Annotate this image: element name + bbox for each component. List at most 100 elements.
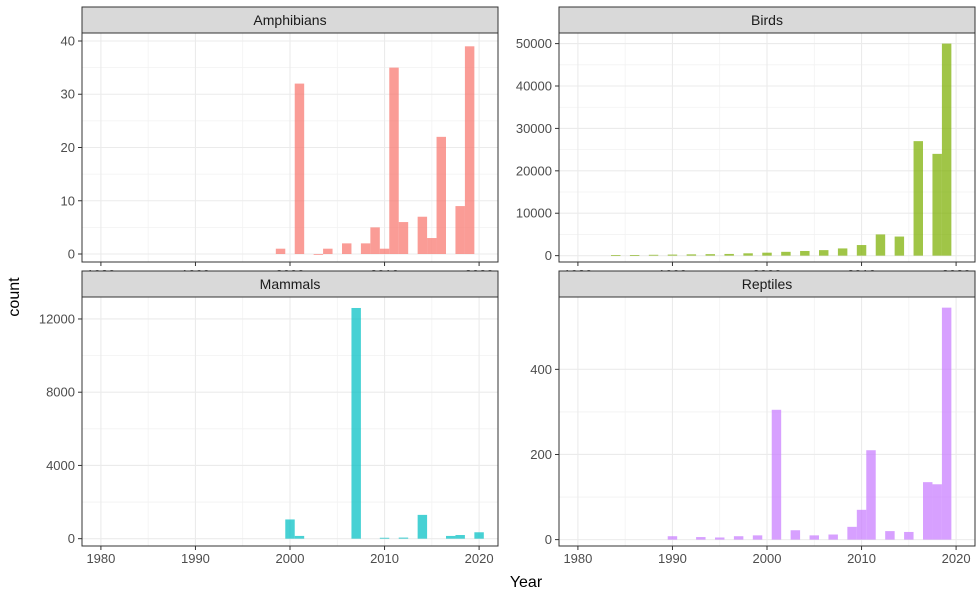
histogram-bar xyxy=(790,530,801,540)
facet-strip xyxy=(558,6,976,34)
histogram-bar xyxy=(800,250,810,256)
gridlines xyxy=(82,33,498,262)
y-tick-label: 4000 xyxy=(46,458,75,473)
histogram-bar xyxy=(724,253,734,256)
histogram-bar xyxy=(360,243,371,255)
histogram-bar xyxy=(743,253,753,256)
histogram-bar xyxy=(923,482,933,540)
histogram-bar xyxy=(294,535,305,539)
histogram-bar xyxy=(913,141,923,256)
y-tick-label: 0 xyxy=(545,532,552,547)
y-tick-label: 0 xyxy=(68,247,75,262)
facet-panel-amphibians: Amphibians19801990200020102020010203040 xyxy=(61,6,499,282)
histogram-bar xyxy=(733,536,744,540)
histogram-bar xyxy=(781,251,791,256)
histogram-bar xyxy=(828,534,838,540)
y-tick-label: 0 xyxy=(545,248,552,263)
gridlines xyxy=(559,297,975,546)
gridlines xyxy=(559,33,975,262)
histogram-bar xyxy=(275,248,286,255)
histogram-bar xyxy=(464,46,475,255)
x-tick-label: 2020 xyxy=(465,551,494,566)
histogram-bar xyxy=(941,307,952,540)
y-tick-label: 10000 xyxy=(516,206,552,221)
histogram-bar xyxy=(894,236,905,256)
histogram-bar xyxy=(398,222,409,255)
y-axis-title: count xyxy=(6,277,23,317)
histogram-bar xyxy=(686,254,697,256)
histogram-bar xyxy=(342,243,352,255)
histogram-bar xyxy=(875,234,886,256)
histogram-bar xyxy=(285,519,295,539)
histogram-bar xyxy=(389,67,399,255)
y-tick-label: 10 xyxy=(61,193,75,208)
y-tick-label: 30000 xyxy=(516,121,552,136)
y-tick-label: 200 xyxy=(530,447,552,462)
facet-strip xyxy=(81,6,499,34)
histogram-bar xyxy=(904,531,914,540)
facet-panel-reptiles: Reptiles 1980 1990 2000 2010 2020 0 200 400 xyxy=(530,270,976,566)
gridlines xyxy=(82,297,498,546)
y-tick-label: 40 xyxy=(61,33,75,48)
histogram-bar xyxy=(417,216,428,255)
histogram-bar xyxy=(856,509,867,540)
x-tick-label: 2010 xyxy=(847,551,876,566)
y-tick-label: 20 xyxy=(61,140,75,155)
histogram-bar xyxy=(474,532,484,539)
x-tick-label: 1980 xyxy=(86,551,115,566)
histogram-bar xyxy=(379,537,390,539)
x-tick-label: 1990 xyxy=(181,551,210,566)
histogram-bar xyxy=(715,537,725,540)
y-tick-label: 8000 xyxy=(46,385,75,400)
histogram-bar xyxy=(351,307,361,539)
x-tick-label: 1990 xyxy=(658,551,687,566)
histogram-bar xyxy=(436,136,446,255)
x-tick-label: 2010 xyxy=(370,551,399,566)
histogram-bar xyxy=(762,252,772,256)
histogram-bar xyxy=(837,248,848,256)
histogram-bar xyxy=(667,254,678,256)
x-axis-title: Year xyxy=(510,574,543,591)
facet-title: Mammals xyxy=(260,276,321,292)
histogram-bar xyxy=(885,531,895,540)
histogram-bar xyxy=(696,537,706,540)
x-tick-label: 1980 xyxy=(563,551,592,566)
histogram-bar xyxy=(629,255,640,256)
histogram-bar xyxy=(809,535,819,540)
histogram-bar xyxy=(313,254,324,255)
bars xyxy=(667,307,952,540)
histogram-bar xyxy=(667,536,678,540)
histogram-bar xyxy=(866,450,876,540)
histogram-bar xyxy=(370,227,380,255)
histogram-bar xyxy=(752,535,763,540)
bars xyxy=(611,43,952,257)
y-tick-label: 30 xyxy=(61,87,75,102)
histogram-bar xyxy=(446,535,456,539)
histogram-bar xyxy=(856,245,867,256)
histogram-bar xyxy=(417,514,428,539)
histogram-bar xyxy=(294,83,305,255)
histogram-bar xyxy=(455,535,465,539)
histogram-bar xyxy=(398,537,409,539)
facet-panels: Amphibians19801990200020102020010203040B… xyxy=(39,6,976,566)
histogram-bar xyxy=(705,254,715,256)
facet-title: Amphibians xyxy=(253,12,326,28)
histogram-bar xyxy=(932,484,942,540)
bars xyxy=(275,46,475,255)
histogram-bar xyxy=(379,248,390,255)
facet-title: Reptiles xyxy=(742,276,793,292)
y-tick-label: 50000 xyxy=(516,36,552,51)
histogram-bar xyxy=(941,43,952,256)
histogram-bar xyxy=(323,248,333,255)
histogram-bar xyxy=(648,254,659,256)
histogram-bar xyxy=(427,238,437,255)
y-tick-label: 0 xyxy=(68,531,75,546)
y-tick-label: 40000 xyxy=(516,79,552,94)
y-tick-label: 12000 xyxy=(39,311,75,326)
histogram-bar xyxy=(819,250,829,256)
facet-panel-birds: Birds19801990200020102020010000200003000… xyxy=(516,6,976,282)
y-tick-label: 20000 xyxy=(516,163,552,178)
histogram-bar xyxy=(771,409,782,540)
bars xyxy=(285,307,484,539)
